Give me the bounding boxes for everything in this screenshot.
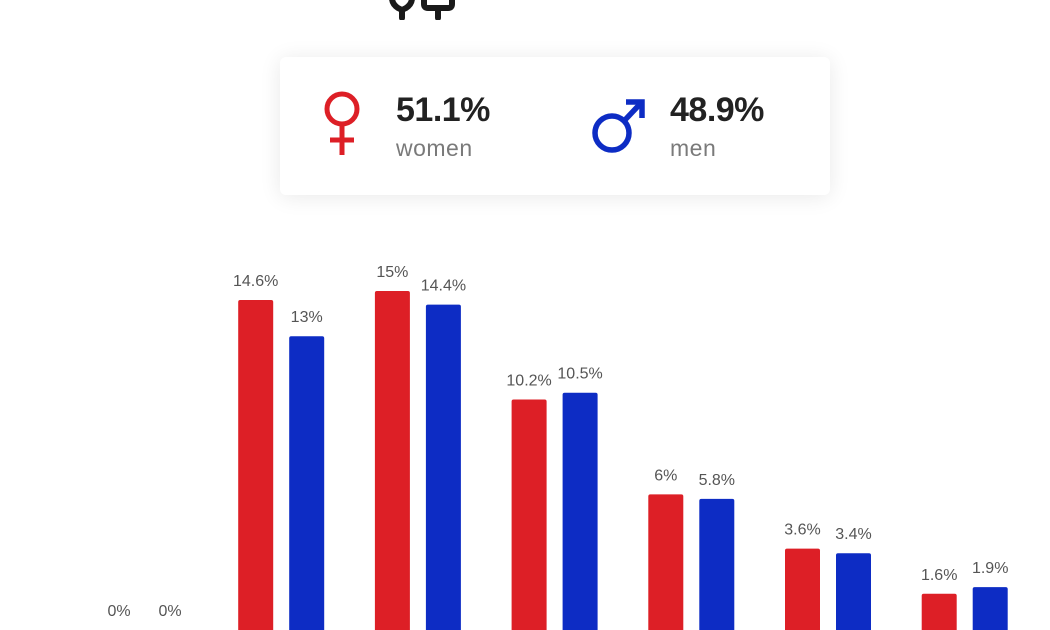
data-label-men-2: 14.4% (421, 278, 466, 295)
gender-summary-card: 51.1% women 48.9% men (280, 57, 830, 195)
data-label-men-1: 13% (291, 309, 323, 326)
data-label-women-5: 3.6% (784, 522, 820, 539)
data-label-women-1: 14.6% (233, 273, 278, 290)
data-label-women-6: 1.6% (921, 567, 957, 584)
women-percent: 51.1% (396, 91, 490, 129)
bar-women-1 (238, 300, 274, 630)
people-icon (389, 0, 455, 20)
data-label-men-3: 10.5% (557, 366, 602, 383)
bar-men-6 (972, 587, 1008, 630)
men-label: men (670, 135, 717, 161)
bar-women-2 (374, 291, 410, 630)
bar-women-3 (511, 399, 547, 630)
women-label: women (396, 135, 473, 161)
bar-women-4 (648, 494, 684, 630)
men-percent: 48.9% (670, 91, 764, 129)
bar-women-6 (921, 593, 957, 630)
data-label-men-0: 0% (158, 603, 181, 620)
data-label-women-4: 6% (654, 467, 677, 484)
data-label-women-0: 0% (107, 603, 130, 620)
data-label-men-4: 5.8% (699, 472, 735, 489)
bar-men-3 (562, 392, 598, 630)
bar-men-5 (836, 553, 871, 630)
data-label-men-5: 3.4% (835, 526, 871, 543)
bar-women-5 (785, 548, 820, 630)
bar-men-2 (425, 304, 461, 630)
data-label-women-2: 15% (376, 264, 408, 281)
data-label-women-3: 10.2% (506, 373, 551, 390)
bar-men-1 (289, 336, 325, 630)
male-symbol-icon (592, 99, 645, 153)
female-symbol-icon (324, 91, 360, 155)
bar-men-4 (699, 498, 735, 630)
data-label-men-6: 1.9% (972, 560, 1008, 577)
